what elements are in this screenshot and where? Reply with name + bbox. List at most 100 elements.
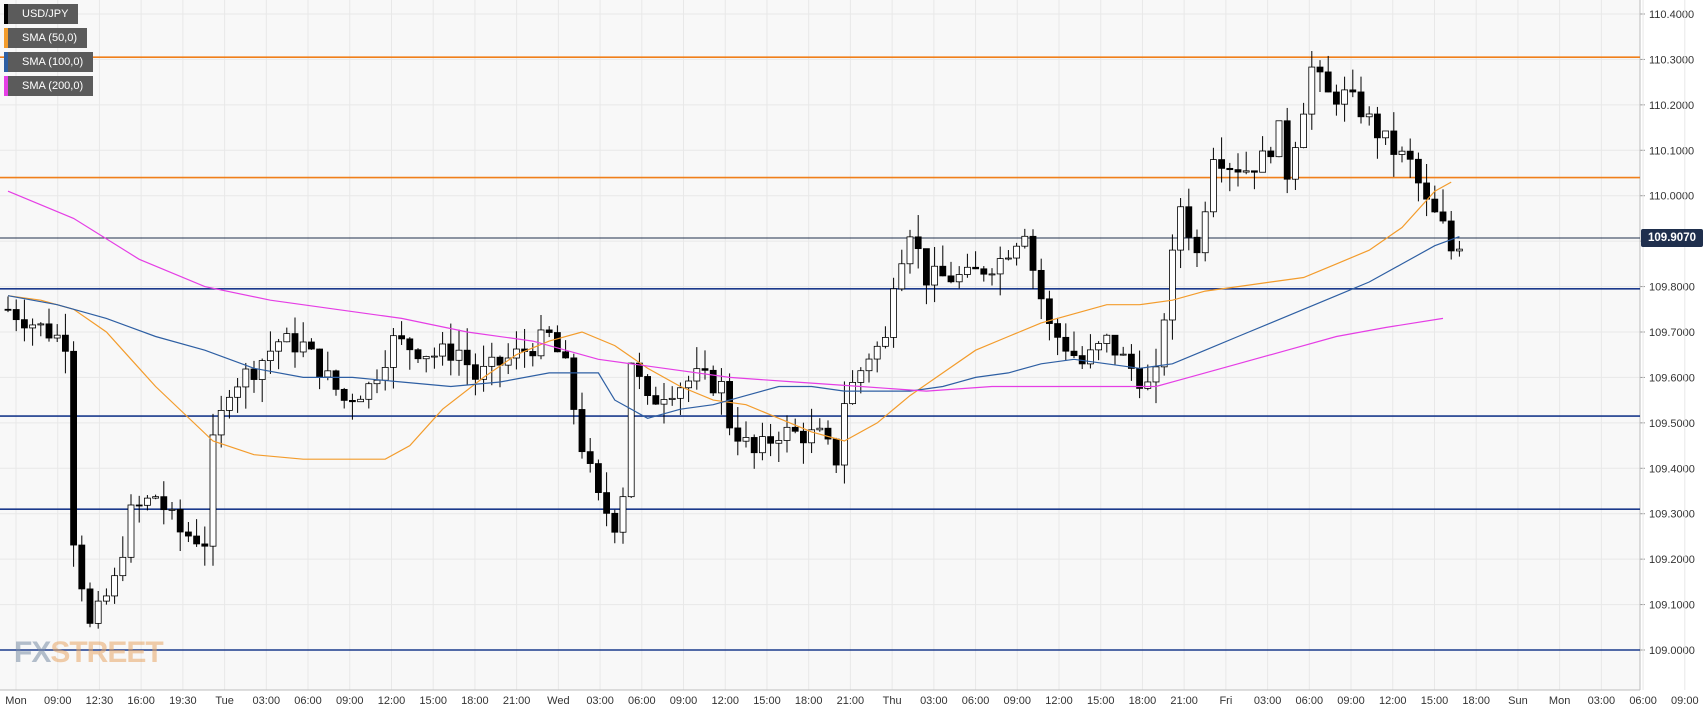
candle-body (865, 358, 873, 372)
x-tick-label: 15:00 (419, 695, 447, 707)
candle-body (422, 356, 430, 360)
candle-body (365, 383, 373, 400)
candle-body (873, 345, 881, 360)
candle-body (340, 388, 348, 401)
candle-body (857, 370, 865, 383)
candle-body (882, 337, 889, 347)
y-tick-label: 109.2000 (1649, 554, 1695, 566)
candle-body (1398, 150, 1406, 155)
candle-body (619, 496, 627, 533)
x-tick-label: 12:30 (86, 695, 114, 707)
candle-body (430, 355, 438, 358)
x-tick-label: 12:00 (1045, 695, 1073, 707)
fxstreet-logo: FXSTREET (14, 636, 164, 670)
candle-body (135, 504, 143, 507)
candle-body (1087, 349, 1094, 365)
candle-body (1185, 206, 1193, 238)
sma-100-line (7, 236, 1460, 419)
candle-body (849, 382, 856, 405)
candle-body (1013, 245, 1020, 259)
x-tick-label: 18:00 (1462, 695, 1490, 707)
x-tick-label: 09:00 (1337, 695, 1365, 707)
y-tick-label: 109.7000 (1649, 327, 1695, 339)
y-tick-label: 110.4000 (1649, 9, 1694, 21)
candle-body (299, 341, 307, 353)
candle-body (1218, 159, 1225, 169)
legend-item-sma200[interactable]: SMA (200,0) (4, 76, 94, 96)
legend-item-sma100[interactable]: SMA (100,0) (4, 52, 94, 72)
y-tick-label: 110.2000 (1649, 100, 1694, 112)
candle-body (644, 376, 651, 396)
legend-item-usdjpy[interactable]: USD/JPY (4, 4, 79, 24)
y-tick-label: 109.3000 (1649, 509, 1695, 521)
candle-body (62, 334, 69, 352)
candle-body (143, 497, 151, 506)
legend-item-sma50[interactable]: SMA (50,0) (4, 28, 88, 48)
candle-body (1029, 235, 1037, 271)
candle-body (734, 427, 742, 442)
candle-body (496, 356, 504, 366)
candle-body (94, 600, 102, 624)
x-tick-label: 15:00 (1087, 695, 1115, 707)
x-tick-label: 21:00 (503, 695, 531, 707)
candle-body (955, 274, 963, 283)
x-tick-label: Wed (547, 695, 569, 707)
candle-body (53, 334, 61, 339)
x-tick-label: 06:00 (628, 695, 656, 707)
candle-body (332, 370, 340, 390)
candle-body (627, 362, 635, 498)
candle-body (1406, 150, 1414, 160)
candle-body (504, 357, 512, 366)
candle-body (471, 364, 479, 380)
candle-body (1275, 120, 1283, 158)
candle-body (455, 349, 463, 361)
candle-body (1128, 353, 1135, 369)
candle-body (931, 265, 938, 286)
logo-part-street: STREET (50, 636, 163, 669)
logo-part-fx: FX (14, 636, 51, 669)
candle-body (1054, 323, 1061, 338)
candle-body (1021, 235, 1029, 247)
candle-body (1390, 130, 1398, 155)
x-tick-label: Mon (1549, 695, 1570, 707)
candle-body (611, 512, 619, 533)
x-tick-label: 09:00 (1004, 695, 1032, 707)
candle-body (1415, 158, 1422, 184)
candle-body (480, 365, 488, 380)
candle-body (1292, 147, 1299, 180)
candle-body (701, 368, 709, 371)
candle-body (939, 265, 947, 277)
candle-body (357, 398, 365, 403)
candle-body (381, 366, 389, 381)
candle-body (168, 509, 176, 511)
candle-body (1308, 66, 1316, 115)
candle-body (398, 335, 406, 340)
candle-body (324, 370, 332, 378)
candle-body (1259, 150, 1266, 173)
x-tick-label: 09:00 (44, 695, 72, 707)
candle-body (964, 266, 971, 275)
candle-body (906, 236, 914, 265)
candle-body (316, 348, 324, 378)
candle-body (70, 350, 77, 546)
x-tick-label: 18:00 (795, 695, 823, 707)
x-tick-label: 09:00 (670, 695, 698, 707)
candle-body (693, 368, 701, 382)
candle-body (1341, 89, 1348, 105)
candle-body (603, 492, 610, 514)
candle-body (890, 288, 897, 338)
candle-body (266, 350, 274, 361)
candle-body (660, 399, 668, 405)
candle-body (1382, 130, 1389, 139)
candle-body (1201, 211, 1209, 254)
candle-body (1439, 211, 1447, 222)
x-tick-label: Thu (883, 695, 902, 707)
candle-body (234, 386, 242, 398)
candle-body (832, 438, 840, 466)
x-tick-label: 18:00 (461, 695, 489, 707)
legend: USD/JPY SMA (50,0) SMA (100,0) SMA (200,… (4, 4, 94, 100)
y-tick-label: 110.0000 (1649, 191, 1694, 203)
candle-body (791, 426, 799, 432)
candle-body (111, 575, 118, 597)
